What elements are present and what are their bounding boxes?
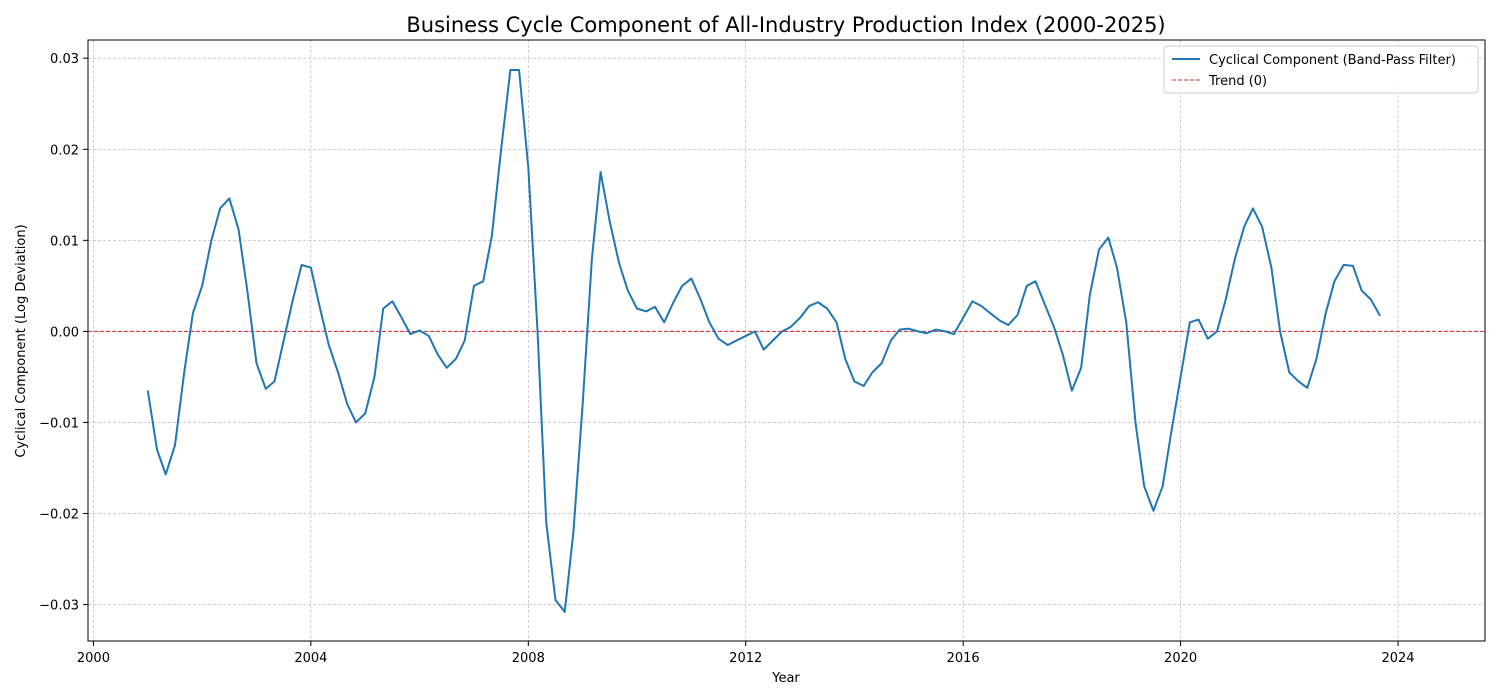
y-axis: −0.03 −0.02 −0.01 0.00 0.01 0.02 0.03 (39, 52, 88, 614)
y-tick-label: 0.01 (50, 234, 79, 249)
y-tick-label: 0.00 (50, 325, 79, 340)
plot-frame (87, 39, 1486, 642)
series-line-cyclical (146, 69, 1381, 613)
y-tick-label: 0.03 (50, 52, 79, 67)
x-tick-label: 2020 (1164, 651, 1197, 666)
chart-title: Business Cycle Component of All-Industry… (406, 13, 1165, 37)
legend-box (1163, 45, 1479, 94)
legend-label-trend: Trend (0) (1208, 74, 1267, 89)
y-axis-label: Cyclical Component (Log Deviation) (14, 224, 29, 457)
y-tick-label: 0.02 (50, 143, 79, 158)
y-tick-label: −0.02 (39, 508, 79, 523)
x-tick-label: 2016 (947, 651, 980, 666)
y-tick-label: −0.03 (39, 599, 79, 614)
grid-lines (88, 40, 1485, 641)
x-tick-label: 2008 (512, 651, 545, 666)
x-tick-label: 2004 (294, 651, 327, 666)
legend-label-cyclical: Cyclical Component (Band-Pass Filter) (1209, 53, 1456, 68)
x-tick-label: 2024 (1381, 651, 1414, 666)
y-tick-label: −0.01 (39, 416, 79, 431)
x-axis-label: Year (771, 671, 800, 686)
x-axis: 2000 2004 2008 2012 2016 2020 2024 (77, 641, 1415, 666)
x-tick-label: 2012 (729, 651, 762, 666)
legend: Cyclical Component (Band-Pass Filter) Tr… (1163, 45, 1479, 94)
x-tick-label: 2000 (77, 651, 110, 666)
